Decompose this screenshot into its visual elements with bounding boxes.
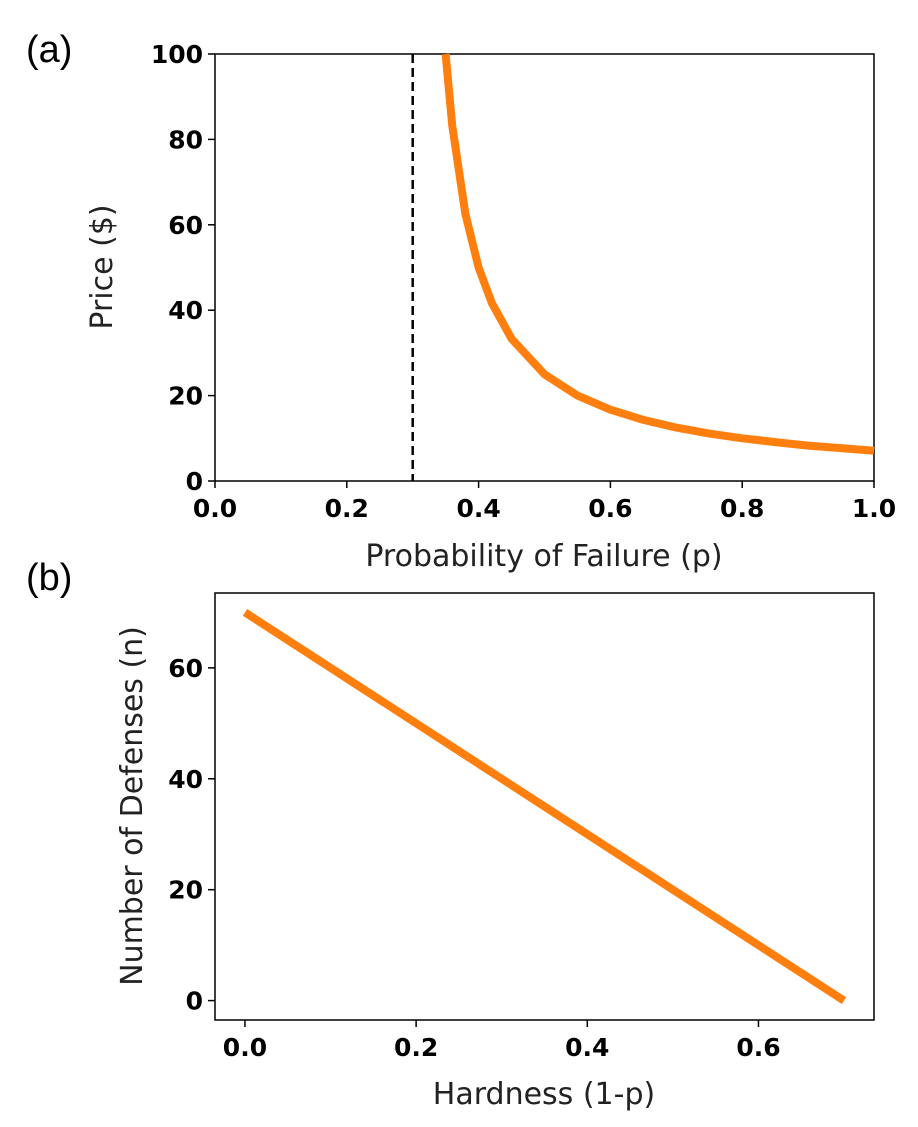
- x-tick-label: 0.0: [193, 494, 237, 523]
- series-group-a: [441, 53, 875, 455]
- x-axis-label-b: Hardness (1-p): [433, 1077, 655, 1112]
- y-axis-label-b: Number of Defenses (n): [115, 626, 150, 986]
- y-tick-label: 20: [168, 382, 203, 411]
- y-tick-label: 20: [168, 876, 203, 905]
- chart-panel-a: (a) 0 20 40 60 80 100 0.0 0.2 0.4 0.6 0.8 1.0 Prob…: [26, 29, 896, 574]
- y-tick-label: 40: [168, 296, 203, 325]
- series-group-b: [242, 609, 847, 1004]
- y-tick-label: 40: [168, 765, 203, 794]
- x-tick-label: 0.6: [588, 494, 632, 523]
- x-axis-ticks-b: 0.0 0.2 0.4 0.6: [223, 1020, 781, 1062]
- plot-area-a: [214, 53, 875, 482]
- x-tick-label: 0.8: [720, 494, 764, 523]
- y-tick-label: 100: [151, 40, 203, 69]
- panel-label-b: (b): [26, 557, 72, 599]
- x-tick-label: 0.2: [325, 494, 369, 523]
- x-axis-ticks-a: 0.0 0.2 0.4 0.6 0.8 1.0: [193, 481, 896, 523]
- x-tick-label: 0.4: [456, 494, 500, 523]
- x-axis-label-a: Probability of Failure (p): [365, 539, 722, 574]
- y-tick-label: 60: [168, 654, 203, 683]
- x-tick-label: 0.4: [565, 1033, 609, 1062]
- y-tick-label: 80: [168, 125, 203, 154]
- x-tick-label: 0.2: [394, 1033, 438, 1062]
- y-axis-label-a: Price ($): [85, 204, 120, 329]
- x-tick-label: 1.0: [852, 494, 896, 523]
- series-line: [441, 53, 875, 455]
- plot-area-b: [214, 592, 875, 1021]
- series-line: [242, 609, 847, 1004]
- y-tick-label: 0: [186, 467, 203, 496]
- y-tick-label: 60: [168, 211, 203, 240]
- x-tick-label: 0.6: [736, 1033, 780, 1062]
- y-axis-ticks-b: 0 20 40 60: [168, 654, 215, 1016]
- y-axis-ticks-a: 0 20 40 60 80 100: [151, 40, 215, 496]
- y-tick-label: 0: [186, 987, 203, 1016]
- panel-label-a: (a): [26, 29, 72, 71]
- x-tick-label: 0.0: [223, 1033, 267, 1062]
